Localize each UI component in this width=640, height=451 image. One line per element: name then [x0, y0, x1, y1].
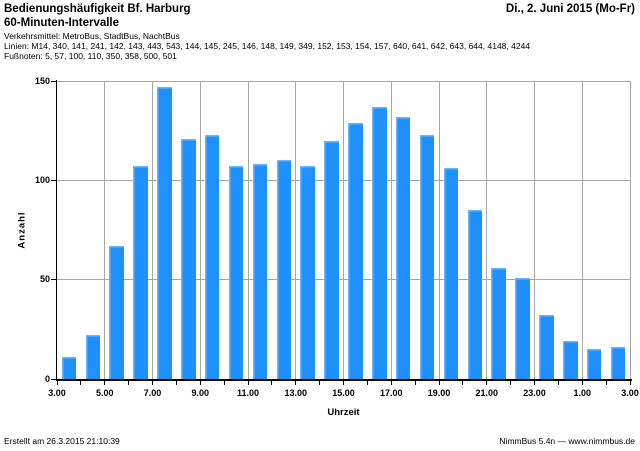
v-gridline	[390, 81, 392, 379]
y-tick	[51, 80, 56, 82]
x-tick	[80, 381, 82, 385]
bar	[109, 245, 124, 379]
bar	[324, 140, 339, 379]
bar	[539, 315, 554, 379]
bar	[515, 277, 530, 379]
x-tick	[414, 381, 416, 385]
x-tick	[128, 381, 130, 385]
bar	[228, 166, 244, 379]
v-gridline	[104, 81, 106, 379]
x-tick-label: 7.00	[143, 388, 162, 398]
x-tick	[223, 381, 225, 385]
x-tick	[152, 381, 153, 385]
x-tick	[343, 381, 344, 385]
bar	[157, 86, 172, 379]
x-tick	[581, 381, 583, 385]
x-tick	[629, 381, 631, 385]
x-tick-label: 15.00	[332, 388, 355, 398]
x-tick-label: 19.00	[427, 388, 451, 398]
x-tick	[56, 381, 58, 385]
bar	[204, 134, 220, 379]
v-gridline	[629, 81, 631, 379]
x-tick-label: 23.00	[523, 388, 546, 398]
x-tick-label: 5.00	[95, 388, 114, 398]
y-tick	[51, 378, 56, 380]
footer-app: NimmBus 5.4n — www.nimmbus.de	[499, 436, 635, 446]
v-gridline	[152, 81, 153, 379]
v-gridline	[295, 81, 297, 379]
y-tick-label: 150	[34, 75, 50, 86]
v-gridline	[534, 81, 535, 379]
x-tick-label: 17.00	[379, 388, 403, 398]
bar	[372, 106, 387, 379]
meta-linien: Linien: M14, 340, 141, 241, 142, 143, 44…	[4, 41, 531, 51]
bar	[467, 210, 483, 379]
x-tick-label: 1.00	[573, 388, 592, 398]
report-date: Di., 2. Juni 2015 (Mo-Fr)	[505, 3, 635, 15]
bar	[252, 164, 268, 379]
x-tick-label: 11.00	[236, 388, 260, 398]
y-axis-title: Anzahl	[16, 211, 28, 249]
bar	[276, 160, 292, 379]
v-gridline	[199, 81, 201, 379]
report-subtitle: 60-Minuten-Intervalle	[4, 17, 120, 29]
plot-area	[57, 80, 631, 379]
x-tick	[510, 381, 512, 385]
x-axis-title: Uhrzeit	[327, 407, 360, 418]
bar	[300, 166, 315, 379]
bar	[85, 335, 101, 379]
x-tick	[366, 381, 368, 385]
footer-created: Erstellt am 26.3.2015 21:10:39	[4, 436, 120, 446]
y-tick-label: 50	[39, 274, 50, 285]
x-tick-label: 21.00	[475, 388, 499, 398]
x-tick	[462, 381, 464, 385]
x-tick	[295, 381, 297, 385]
x-tick	[390, 381, 392, 385]
x-tick	[175, 381, 177, 385]
v-gridline	[486, 81, 488, 379]
x-tick	[104, 381, 106, 385]
meta-fussnoten: Fußnoten: 5, 57, 100, 110, 350, 358, 500…	[4, 51, 177, 61]
v-gridline	[343, 81, 344, 379]
x-tick	[557, 381, 559, 385]
x-tick	[438, 381, 440, 385]
bar	[133, 166, 148, 379]
x-tick	[199, 381, 201, 385]
bar	[348, 122, 363, 379]
bar	[563, 341, 578, 379]
x-tick	[605, 381, 607, 385]
y-tick-label: 0	[44, 373, 50, 384]
x-tick	[319, 381, 321, 385]
y-tick	[51, 179, 56, 181]
x-tick	[247, 381, 249, 385]
meta-verkehrsmittel: Verkehrsmittel: MetroBus, StadtBus, Nach…	[4, 31, 180, 41]
x-tick	[271, 381, 273, 385]
x-tick-label: 13.00	[284, 388, 308, 398]
v-gridline	[581, 81, 583, 379]
bar	[443, 168, 459, 379]
y-tick	[51, 279, 56, 281]
v-gridline	[438, 81, 440, 379]
bar	[610, 347, 626, 379]
bar	[491, 267, 506, 379]
x-tick	[534, 381, 535, 385]
x-tick-label: 3.00	[621, 388, 639, 398]
bar	[586, 349, 602, 379]
y-tick-label: 100	[34, 174, 50, 185]
bar	[61, 357, 77, 379]
x-tick	[486, 381, 488, 385]
x-axis-line	[55, 379, 632, 381]
y-axis-line	[55, 80, 57, 380]
x-tick-label: 3.00	[48, 388, 66, 398]
bar	[181, 138, 196, 379]
x-tick-label: 9.00	[191, 388, 210, 398]
bar	[395, 116, 411, 379]
bar	[419, 134, 435, 379]
report-title: Bedienungshäufigkeit Bf. Harburg	[4, 3, 191, 15]
v-gridline	[247, 81, 249, 379]
